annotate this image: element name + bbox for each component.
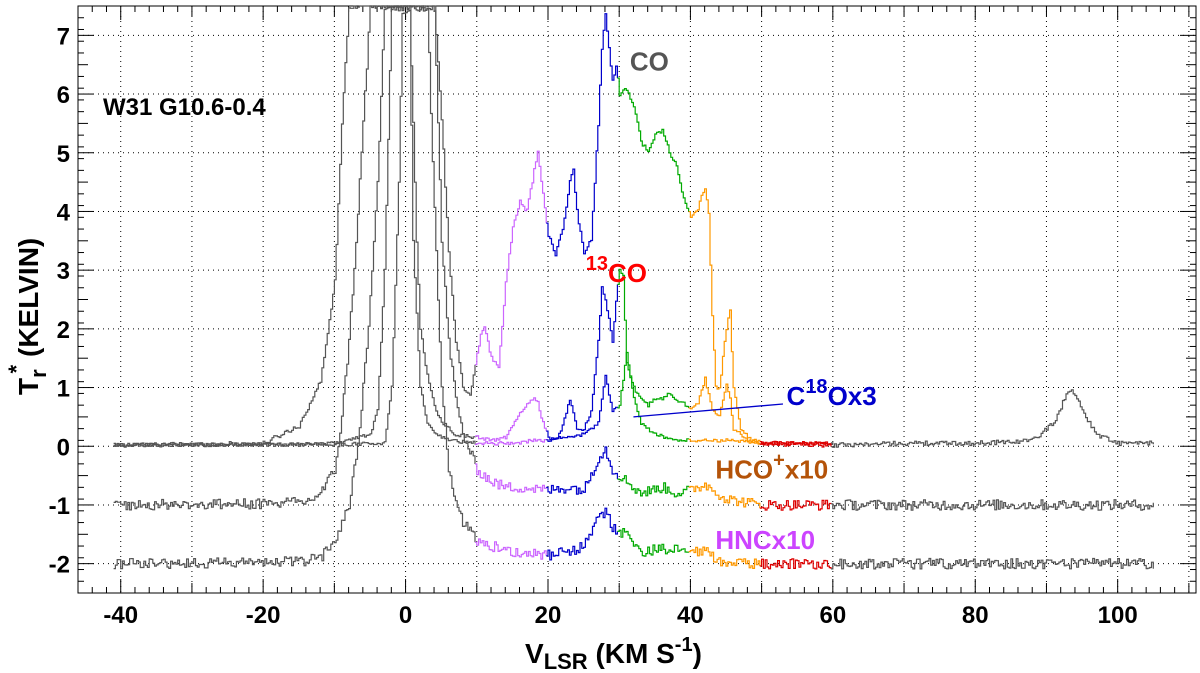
series-line-C18Ox3 — [113, 9, 476, 447]
y-tick-label: 3 — [57, 258, 70, 285]
series-line-HNCx10 — [759, 558, 832, 570]
y-tick-label: 1 — [57, 376, 70, 403]
x-tick-label: -20 — [246, 602, 281, 629]
series-line-CO — [475, 150, 547, 369]
series-line-CO — [688, 188, 761, 444]
x-tick-label: 60 — [819, 602, 846, 629]
series-line-HCO+x10 — [759, 499, 832, 511]
series-line-HCO+x10 — [617, 475, 690, 498]
series-HNCx10 — [113, 5, 1154, 570]
y-axis-title: Tr* (KELVIN) — [4, 238, 51, 395]
annotation-presup: 13 — [586, 253, 608, 275]
annotation-text: CO — [608, 258, 647, 288]
y-tick-label: -2 — [49, 552, 70, 579]
y-tick-label: 5 — [57, 141, 70, 168]
y-axis-sub: r — [26, 369, 51, 378]
y-tick-label: 7 — [57, 23, 70, 50]
annotation-text: x10 — [785, 455, 828, 485]
annotation-label: HNCx10 — [715, 525, 815, 555]
series-line-13CO — [688, 376, 761, 445]
series-line-HCO+x10 — [546, 446, 618, 495]
series-line-CO — [617, 77, 690, 212]
y-tick-label: 2 — [57, 317, 70, 344]
c18o-pointer-line — [633, 403, 784, 418]
annotation-text: Ox3 — [828, 381, 877, 411]
series-group — [113, 5, 1154, 570]
series-line-C18Ox3 — [617, 351, 690, 442]
series-line-HCO+x10 — [113, 5, 476, 511]
series-line-13CO — [475, 397, 547, 442]
series-line-C18Ox3 — [688, 438, 761, 444]
series-C18Ox3 — [113, 9, 834, 447]
series-line-CO — [113, 5, 476, 448]
series-line-CO — [831, 389, 1154, 448]
annotation-pre: C — [787, 381, 806, 411]
source-label: W31 G10.6-0.4 — [103, 94, 266, 121]
x-axis-title: VLSR (KM S-1) — [525, 634, 702, 673]
series-line-HNCx10 — [688, 546, 761, 569]
series-line-13CO — [546, 284, 618, 441]
x-axis-units-post: ) — [693, 638, 702, 669]
annotation-pre: HCO — [715, 455, 773, 485]
series-line-C18Ox3 — [831, 442, 834, 445]
ticks: -40 -20 0 20 40 60 80 100 -2 -1 0 1 2 3 4 5 6 7 — [49, 6, 1196, 629]
annotation-label: 13CO — [586, 253, 647, 288]
x-tick-label: 40 — [677, 602, 704, 629]
series-line-HCO+x10 — [688, 482, 761, 509]
annotation-label: HCO+x10 — [715, 450, 828, 485]
series-line-HCO+x10 — [831, 499, 1154, 511]
series-line-HNCx10 — [475, 538, 547, 560]
series-HCO+x10 — [113, 5, 1154, 511]
series-line-C18Ox3 — [759, 441, 832, 446]
x-axis-units: (KM S — [595, 638, 674, 669]
x-tick-label: 80 — [962, 602, 989, 629]
x-tick-label: 20 — [535, 602, 562, 629]
y-axis-sup: * — [4, 364, 29, 373]
annotation-sup: 18 — [805, 376, 827, 398]
x-tick-label: 0 — [399, 602, 412, 629]
x-axis-sub: LSR — [544, 649, 588, 673]
series-line-HCO+x10 — [475, 463, 547, 493]
y-tick-label: -1 — [49, 493, 70, 520]
x-axis-main: V — [525, 638, 544, 669]
series-line-C18Ox3 — [475, 438, 547, 446]
y-tick-label: 0 — [57, 434, 70, 461]
annotation-label: CO — [630, 47, 669, 77]
series-line-C18Ox3 — [546, 374, 618, 442]
pointer-group — [633, 403, 784, 418]
x-axis-units-sup: -1 — [675, 634, 693, 656]
series-line-HNCx10 — [617, 528, 690, 557]
series-line-HNCx10 — [546, 507, 618, 561]
y-axis-main: T — [13, 378, 44, 395]
y-tick-label: 6 — [57, 82, 70, 109]
x-tick-label: -40 — [103, 602, 138, 629]
y-tick-label: 4 — [57, 199, 71, 226]
series-line-CO — [546, 13, 618, 257]
x-tick-label: 100 — [1098, 602, 1138, 629]
annotation-sup: + — [773, 450, 785, 472]
y-axis-units: (KELVIN) — [13, 238, 44, 357]
series-line-13CO — [113, 5, 476, 448]
annotation-label: C18Ox3 — [787, 376, 877, 411]
series-line-HNCx10 — [113, 5, 476, 570]
series-line-HNCx10 — [831, 557, 1154, 570]
